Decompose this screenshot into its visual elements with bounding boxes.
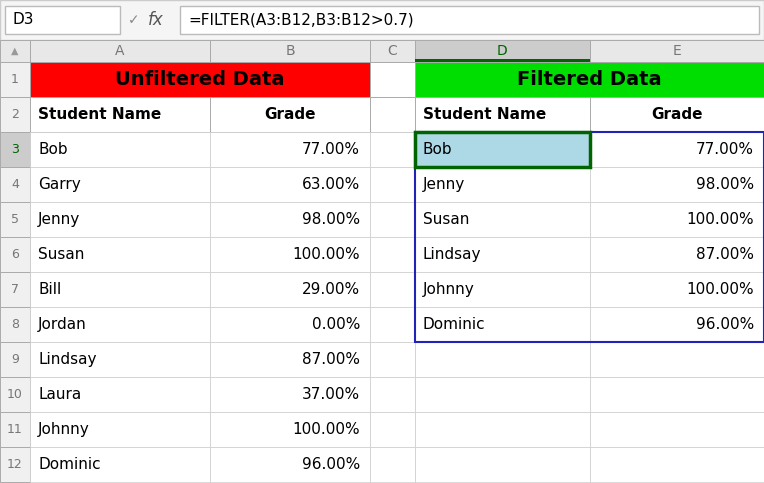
Text: 96.00%: 96.00% <box>302 457 360 472</box>
Text: 100.00%: 100.00% <box>686 282 754 297</box>
Text: E: E <box>672 44 681 58</box>
Text: A: A <box>115 44 125 58</box>
Text: 98.00%: 98.00% <box>302 212 360 227</box>
Text: 8: 8 <box>11 318 19 331</box>
Text: ▲: ▲ <box>11 46 18 56</box>
Text: Johnny: Johnny <box>423 282 474 297</box>
Text: 11: 11 <box>7 423 23 436</box>
Text: Lindsay: Lindsay <box>38 352 96 367</box>
Text: D3: D3 <box>13 13 34 28</box>
Text: 100.00%: 100.00% <box>686 212 754 227</box>
Text: 87.00%: 87.00% <box>302 352 360 367</box>
Text: 0.00%: 0.00% <box>312 317 360 332</box>
Text: Jordan: Jordan <box>38 317 87 332</box>
Text: 87.00%: 87.00% <box>696 247 754 262</box>
Text: 9: 9 <box>11 353 19 366</box>
Text: Susan: Susan <box>423 212 469 227</box>
Text: 37.00%: 37.00% <box>302 387 360 402</box>
Text: 77.00%: 77.00% <box>696 142 754 157</box>
Text: Garry: Garry <box>38 177 81 192</box>
Text: 6: 6 <box>11 248 19 261</box>
Text: fx: fx <box>148 11 163 29</box>
Text: 5: 5 <box>11 213 19 226</box>
Text: 77.00%: 77.00% <box>302 142 360 157</box>
Text: 29.00%: 29.00% <box>302 282 360 297</box>
Text: Unfiltered Data: Unfiltered Data <box>115 70 285 89</box>
Text: =FILTER(A3:B12,B3:B12>0.7): =FILTER(A3:B12,B3:B12>0.7) <box>188 13 413 28</box>
Text: 10: 10 <box>7 388 23 401</box>
Text: 63.00%: 63.00% <box>302 177 360 192</box>
Text: ✓: ✓ <box>128 13 140 27</box>
Text: Jenny: Jenny <box>423 177 465 192</box>
Text: 7: 7 <box>11 283 19 296</box>
Text: Laura: Laura <box>38 387 81 402</box>
Text: Lindsay: Lindsay <box>423 247 481 262</box>
Text: 98.00%: 98.00% <box>696 177 754 192</box>
Text: 100.00%: 100.00% <box>293 247 360 262</box>
Text: C: C <box>387 44 397 58</box>
Text: Student Name: Student Name <box>38 107 161 122</box>
Text: Filtered Data: Filtered Data <box>517 70 662 89</box>
Text: Dominic: Dominic <box>423 317 486 332</box>
Text: 4: 4 <box>11 178 19 191</box>
Text: B: B <box>285 44 295 58</box>
Text: Student Name: Student Name <box>423 107 546 122</box>
Text: Jenny: Jenny <box>38 212 80 227</box>
Text: 96.00%: 96.00% <box>696 317 754 332</box>
Text: Bill: Bill <box>38 282 61 297</box>
Text: Susan: Susan <box>38 247 84 262</box>
Text: 1: 1 <box>11 73 19 86</box>
Text: Bob: Bob <box>38 142 68 157</box>
Text: 12: 12 <box>7 458 23 471</box>
Text: Grade: Grade <box>651 107 703 122</box>
Text: Bob: Bob <box>423 142 452 157</box>
Text: Grade: Grade <box>264 107 316 122</box>
Text: 100.00%: 100.00% <box>293 422 360 437</box>
Text: Dominic: Dominic <box>38 457 101 472</box>
Text: D: D <box>497 44 508 58</box>
Text: Johnny: Johnny <box>38 422 89 437</box>
Text: 3: 3 <box>11 143 19 156</box>
Text: 2: 2 <box>11 108 19 121</box>
